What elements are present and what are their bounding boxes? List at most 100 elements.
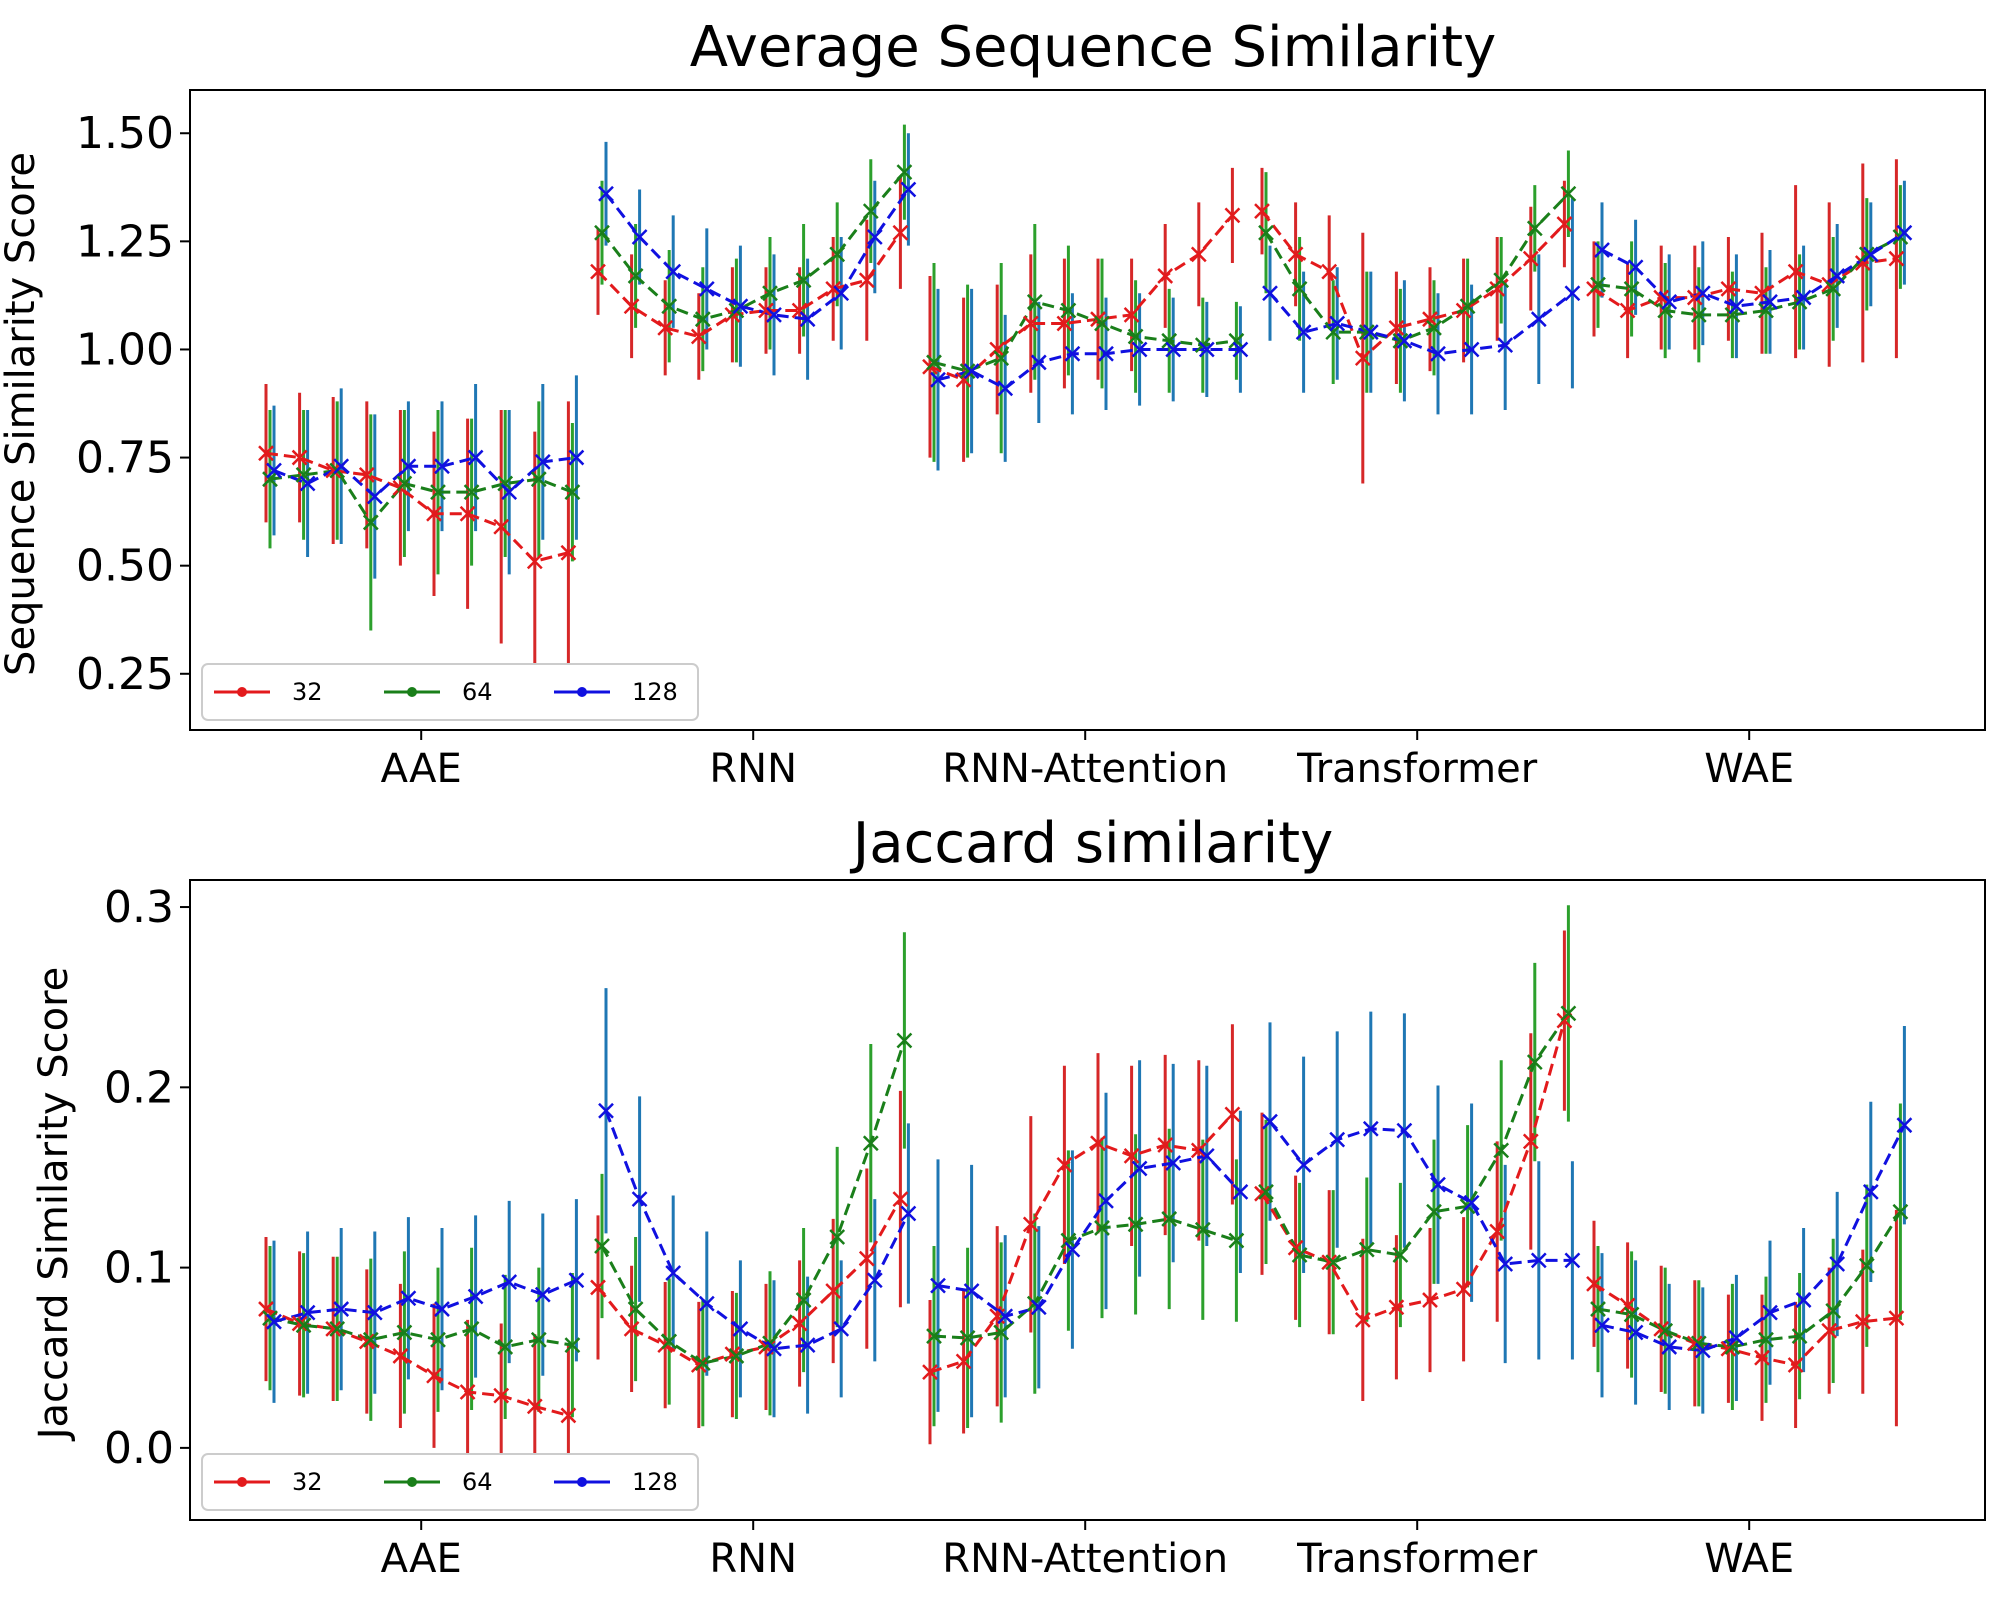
- data-point-128: [1762, 1304, 1778, 1321]
- data-point-32: [922, 1364, 938, 1381]
- data-point-32: [1224, 207, 1241, 224]
- data-point-64: [295, 466, 312, 483]
- data-point-64: [795, 1292, 812, 1308]
- data-point-32: [426, 505, 442, 522]
- data-point-32: [858, 272, 875, 289]
- y-tick-label: 1.25: [76, 216, 174, 267]
- data-point-128: [1165, 341, 1182, 358]
- data-point-64: [1258, 1184, 1274, 1200]
- data-point-64: [959, 363, 976, 379]
- data-point-32: [1022, 1216, 1039, 1233]
- data-point-32: [1754, 1349, 1770, 1366]
- data-point-64: [1690, 306, 1707, 323]
- data-point-64: [1791, 1328, 1808, 1344]
- data-point-64: [1526, 1054, 1543, 1070]
- data-point-64: [926, 354, 942, 371]
- data-point-32: [825, 1283, 842, 1299]
- data-point-128: [1329, 315, 1346, 332]
- y-tick-label: 0.0: [104, 1423, 174, 1474]
- data-point-128: [534, 454, 551, 470]
- data-point-64: [463, 484, 480, 501]
- data-point-128: [665, 263, 682, 280]
- legend-label-128: 128: [632, 678, 678, 706]
- data-point-128: [799, 1337, 816, 1354]
- data-point-64: [1657, 1322, 1674, 1339]
- data-point-128: [534, 1286, 551, 1303]
- series-line-32: [1260, 1020, 1566, 1322]
- data-point-64: [1358, 324, 1375, 341]
- series-line-128: [604, 188, 910, 321]
- legend-marker-128: [577, 1477, 587, 1487]
- data-point-128: [1795, 1292, 1812, 1308]
- x-tick-label: WAE: [1704, 1536, 1794, 1582]
- data-point-32: [1653, 289, 1670, 306]
- data-point-32: [1190, 246, 1207, 263]
- legend-box: [201, 1453, 699, 1511]
- data-point-64: [564, 1337, 581, 1354]
- chart-jaccard-similarity: Jaccard similarity Jaccard Similarity Sc…: [31, 811, 1986, 1582]
- data-point-128: [1661, 294, 1678, 310]
- data-point-128: [1627, 1324, 1644, 1341]
- data-point-64: [530, 471, 547, 488]
- plot-frame: [189, 89, 1986, 731]
- data-point-128: [1198, 1147, 1215, 1164]
- y-tick-label: 0.1: [104, 1243, 174, 1294]
- y-tick-label: 1.50: [76, 108, 174, 159]
- data-point-128: [766, 306, 782, 323]
- data-point-32: [1056, 1156, 1073, 1173]
- data-point-128: [1262, 285, 1278, 302]
- data-point-32: [1254, 1185, 1270, 1202]
- data-point-64: [661, 1333, 678, 1350]
- legend-marker-32: [237, 687, 247, 697]
- data-point-128: [1594, 1317, 1610, 1334]
- data-point-32: [758, 302, 774, 319]
- data-point-64: [1392, 332, 1409, 349]
- data-point-32: [657, 319, 674, 336]
- data-point-64: [959, 1330, 976, 1346]
- data-point-32: [358, 466, 375, 483]
- x-tick-label: AAE: [381, 746, 462, 792]
- data-point-64: [1459, 298, 1476, 315]
- data-point-128: [366, 1304, 383, 1321]
- data-point-64: [1560, 1005, 1577, 1022]
- data-point-128: [698, 1295, 715, 1312]
- data-point-32: [1354, 1312, 1371, 1328]
- data-point-64: [1258, 224, 1274, 241]
- data-point-128: [1728, 298, 1745, 315]
- data-point-32: [858, 1250, 875, 1267]
- data-point-32: [358, 1333, 375, 1350]
- data-point-32: [1056, 315, 1073, 332]
- data-point-32: [791, 1315, 808, 1332]
- data-point-64: [262, 471, 278, 488]
- data-point-128: [1295, 324, 1312, 341]
- data-point-128: [1594, 242, 1610, 258]
- data-point-128: [732, 298, 749, 315]
- data-point-64: [896, 1032, 913, 1049]
- data-point-64: [1657, 302, 1674, 319]
- data-point-128: [631, 1191, 648, 1207]
- data-point-64: [661, 298, 678, 315]
- data-point-128: [1362, 1120, 1379, 1137]
- data-point-128: [1030, 354, 1047, 371]
- data-point-64: [1161, 332, 1178, 349]
- data-point-128: [1564, 1252, 1581, 1269]
- data-point-128: [1564, 285, 1581, 302]
- data-point-128: [400, 458, 417, 475]
- data-point-32: [724, 1346, 741, 1363]
- data-point-32: [1556, 216, 1573, 232]
- data-point-128: [1362, 324, 1379, 341]
- y-ticks: 0.0 0.1 0.2 0.3: [104, 882, 190, 1474]
- series-line-64: [1597, 235, 1902, 317]
- data-point-64: [1758, 1331, 1774, 1348]
- data-point-128: [1627, 259, 1644, 276]
- data-point-64: [694, 1355, 711, 1372]
- series-line-128: [937, 1154, 1242, 1318]
- data-point-64: [728, 1348, 745, 1364]
- data-point-64: [1825, 281, 1842, 297]
- data-point-64: [329, 1321, 346, 1337]
- data-point-128: [1030, 1299, 1047, 1316]
- data-point-64: [926, 1328, 942, 1344]
- data-point-128: [266, 1313, 282, 1330]
- data-point-32: [989, 341, 1006, 358]
- data-point-128: [1694, 285, 1711, 302]
